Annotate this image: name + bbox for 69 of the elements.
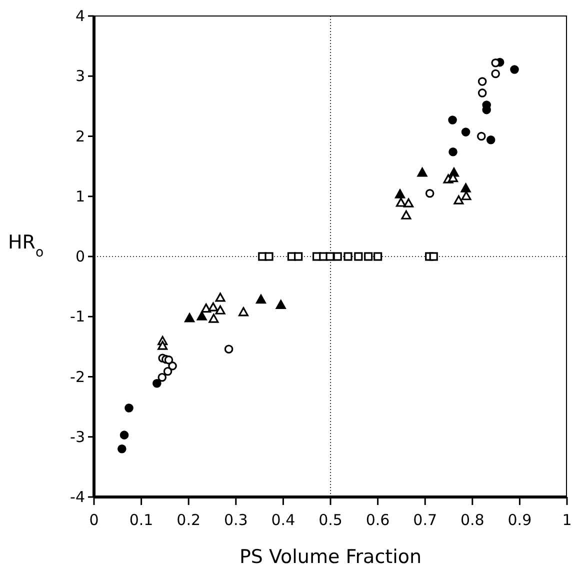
point [333,252,342,261]
point [120,430,129,440]
point [215,305,226,314]
y-tick-label: 2 [75,127,85,146]
x-tick-label: 0.8 [460,511,484,529]
point [404,198,414,208]
point [184,313,195,322]
point [118,444,126,454]
y-tick-label: 1 [75,187,85,206]
point [364,252,373,261]
point [215,292,226,302]
x-tick-label: 0.9 [508,511,532,529]
point [401,210,412,220]
point [196,311,207,320]
point [164,356,174,364]
point [152,378,162,388]
point [264,252,274,261]
point [168,362,177,370]
point [478,77,487,86]
point [486,135,496,144]
point [417,168,428,177]
point [163,366,172,376]
point [510,65,519,74]
point [276,300,286,309]
point [208,302,218,312]
point [294,252,303,261]
point [208,314,219,323]
y-tick-label: 4 [75,7,85,25]
x-tick-label: 0.6 [366,511,390,529]
point [374,252,382,261]
point [238,307,248,316]
point [201,304,212,313]
point [344,252,352,261]
point [461,191,472,200]
point [224,344,234,354]
point [395,189,406,198]
y-axis-title: HR$_{o}$ [8,232,44,260]
y-tick-label: 3 [75,67,85,86]
point [425,188,434,198]
x-tick-label: 1 [562,511,572,529]
point [478,88,487,98]
y-tick-label: -1 [70,308,85,326]
point [454,195,464,204]
x-tick-label: 0.3 [224,511,248,529]
point [491,69,500,78]
point [461,128,470,136]
y-tick-label: -2 [70,368,85,386]
point [124,404,134,412]
point [429,252,438,261]
point [354,252,363,261]
point [256,294,266,304]
point [448,147,458,156]
x-tick-label: 0.5 [318,511,342,529]
point [158,372,167,382]
point [476,132,486,141]
x-tick-label: 0.1 [129,511,154,529]
point [158,340,168,350]
x-axis-title: PS Volume Fraction [239,546,422,568]
y-tick-label: -4 [70,488,85,506]
x-tick-label: 0.4 [271,511,296,529]
x-tick-label: 0 [89,511,99,529]
point [396,198,406,207]
point [460,183,471,192]
y-tick-label: -3 [70,428,85,446]
point [448,116,457,124]
y-tick-label: 0 [75,248,85,266]
point [326,252,334,261]
x-tick-label: 0.2 [176,511,201,529]
x-tick-label: 0.7 [413,511,438,529]
